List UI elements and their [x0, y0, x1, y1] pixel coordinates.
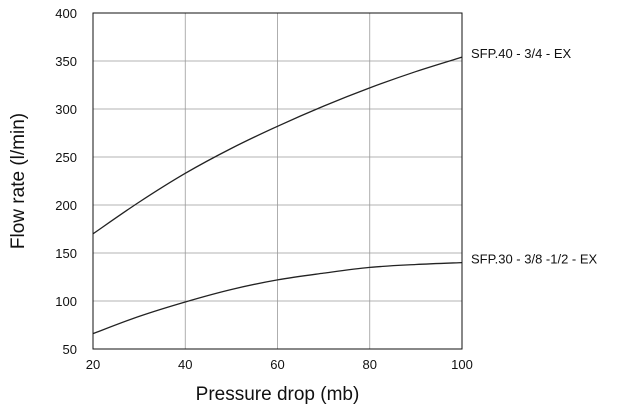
x-tick-label: 80	[363, 357, 377, 372]
y-tick-label: 150	[55, 246, 77, 261]
y-tick-label: 400	[55, 6, 77, 21]
y-tick-label: 100	[55, 294, 77, 309]
x-tick-label: 20	[86, 357, 100, 372]
series-label-2: SFP.30 - 3/8 -1/2 - EX	[471, 252, 598, 267]
y-tick-label: 50	[63, 342, 77, 357]
grid	[93, 13, 462, 349]
series-labels: SFP.40 - 3/4 - EX SFP.30 - 3/8 -1/2 - EX	[471, 46, 598, 266]
y-tick-label: 200	[55, 198, 77, 213]
x-tick-label: 60	[270, 357, 284, 372]
series-label-1: SFP.40 - 3/4 - EX	[471, 46, 572, 61]
y-tick-label: 350	[55, 54, 77, 69]
series-line-2	[92, 261, 463, 335]
y-tick-label: 250	[55, 150, 77, 165]
y-axis-title: Flow rate (l/min)	[8, 113, 29, 249]
tick-labels: 20 40 60 80 100 50 100 150 200 250 300 350 400	[55, 6, 473, 372]
series-line-1	[92, 56, 463, 235]
x-tick-label: 40	[178, 357, 192, 372]
x-axis-title: Pressure drop (mb)	[196, 384, 360, 405]
series-lines	[92, 56, 463, 335]
x-tick-label: 100	[451, 357, 473, 372]
plot-frame	[92, 12, 463, 350]
y-tick-label: 300	[55, 102, 77, 117]
